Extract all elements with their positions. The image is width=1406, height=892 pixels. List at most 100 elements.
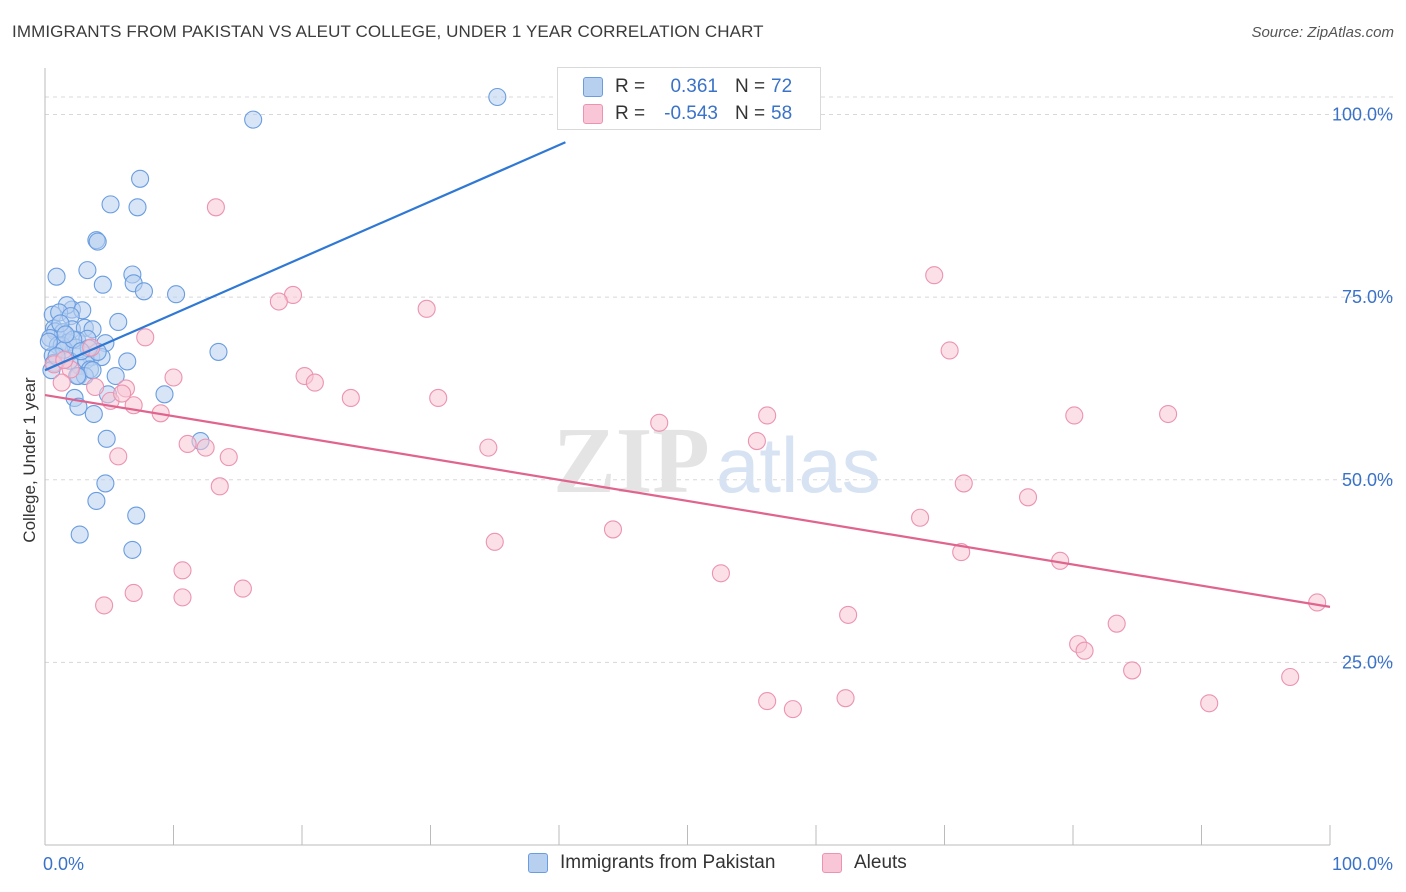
data-point[interactable] xyxy=(940,341,959,360)
data-point[interactable] xyxy=(131,169,150,188)
data-point[interactable] xyxy=(233,579,252,598)
legend-label-pakistan: Immigrants from Pakistan xyxy=(560,852,776,873)
data-point[interactable] xyxy=(429,388,448,407)
trend-line-pakistan xyxy=(44,141,566,372)
data-point[interactable] xyxy=(836,689,855,708)
y-tick-label: 25.0% xyxy=(1342,652,1393,672)
chart-source: Source: ZipAtlas.com xyxy=(1251,24,1394,41)
watermark-atlas: atlas xyxy=(716,421,881,509)
legend-n-value: 58 xyxy=(771,103,793,124)
data-point[interactable] xyxy=(127,506,146,525)
data-point[interactable] xyxy=(87,491,106,510)
data-point[interactable] xyxy=(95,596,114,615)
data-point[interactable] xyxy=(1281,667,1300,687)
legend-item-aleuts[interactable]: Aleuts xyxy=(822,852,907,874)
watermark: ZIP atlas xyxy=(553,409,881,513)
data-point[interactable] xyxy=(167,285,186,304)
data-point[interactable] xyxy=(783,700,802,719)
data-point[interactable] xyxy=(603,520,623,539)
legend-r-label: R = xyxy=(615,76,646,97)
data-point[interactable] xyxy=(1018,488,1038,507)
data-point[interactable] xyxy=(88,232,107,251)
data-point[interactable] xyxy=(39,332,58,351)
data-point[interactable] xyxy=(69,397,88,416)
legend-swatch-pink xyxy=(822,853,842,873)
data-point[interactable] xyxy=(196,438,215,457)
data-point[interactable] xyxy=(1107,614,1126,633)
data-point[interactable] xyxy=(83,361,102,380)
data-point[interactable] xyxy=(1075,641,1094,660)
data-point[interactable] xyxy=(1308,593,1327,612)
data-point[interactable] xyxy=(101,195,120,214)
legend-r-label: R = xyxy=(615,103,646,124)
series-legend: Immigrants from Pakistan Aleuts xyxy=(0,852,1406,878)
data-point[interactable] xyxy=(173,588,192,607)
trend-lines xyxy=(44,141,1331,608)
data-point[interactable] xyxy=(173,561,192,580)
data-point[interactable] xyxy=(97,429,116,448)
data-point[interactable] xyxy=(925,266,944,285)
legend-swatch-pink xyxy=(583,104,603,124)
data-point[interactable] xyxy=(839,605,858,624)
y-axis-label: College, Under 1 year xyxy=(20,377,39,543)
data-point[interactable] xyxy=(305,373,324,392)
data-point[interactable] xyxy=(206,198,225,217)
data-point[interactable] xyxy=(417,299,436,318)
data-point[interactable] xyxy=(711,564,730,583)
data-point[interactable] xyxy=(650,413,669,432)
data-point[interactable] xyxy=(758,692,777,711)
data-point[interactable] xyxy=(1123,661,1142,680)
y-tick-label: 50.0% xyxy=(1342,470,1393,490)
legend-n-value: 72 xyxy=(771,76,793,97)
data-point[interactable] xyxy=(109,447,128,466)
x-tick-label: 100.0% xyxy=(1332,854,1393,874)
data-point[interactable] xyxy=(123,540,142,559)
data-point[interactable] xyxy=(52,373,71,392)
data-point[interactable] xyxy=(109,312,128,332)
data-point[interactable] xyxy=(118,352,137,371)
data-point[interactable] xyxy=(178,434,197,454)
data-point[interactable] xyxy=(1065,406,1084,425)
data-point[interactable] xyxy=(244,110,263,129)
data-point[interactable] xyxy=(209,342,228,361)
data-point[interactable] xyxy=(269,292,288,311)
data-point[interactable] xyxy=(106,366,125,386)
data-point[interactable] xyxy=(84,404,103,424)
legend-r-value: -0.543 xyxy=(664,103,718,124)
data-point[interactable] xyxy=(86,377,105,397)
legend-n-label: N = xyxy=(735,76,766,97)
data-point[interactable] xyxy=(56,325,75,344)
legend-swatch-blue xyxy=(528,853,548,873)
data-point[interactable] xyxy=(954,474,973,493)
data-point[interactable] xyxy=(128,198,147,217)
correlation-legend: R = 0.361 N = 72 R = -0.543 N = 58 xyxy=(557,67,821,130)
data-point[interactable] xyxy=(341,388,360,407)
data-point[interactable] xyxy=(485,532,504,551)
data-point[interactable] xyxy=(124,583,143,603)
data-point[interactable] xyxy=(113,384,132,403)
axes xyxy=(44,68,1331,846)
data-point[interactable] xyxy=(758,406,777,425)
data-point[interactable] xyxy=(96,474,115,493)
data-point[interactable] xyxy=(47,267,66,286)
data-point[interactable] xyxy=(911,508,930,527)
legend-swatch-blue xyxy=(583,77,603,97)
x-tick-label: 0.0% xyxy=(43,854,84,874)
data-point[interactable] xyxy=(164,368,183,387)
data-point[interactable] xyxy=(219,448,238,467)
data-point[interactable] xyxy=(70,525,89,544)
legend-item-pakistan[interactable]: Immigrants from Pakistan xyxy=(528,852,775,874)
legend-n-label: N = xyxy=(735,103,766,124)
y-tick-label: 75.0% xyxy=(1342,287,1393,307)
data-point[interactable] xyxy=(155,385,174,404)
data-point[interactable] xyxy=(134,282,153,301)
data-point[interactable] xyxy=(1159,404,1178,424)
data-point[interactable] xyxy=(479,438,498,457)
data-point[interactable] xyxy=(93,275,112,294)
data-point[interactable] xyxy=(136,328,155,347)
data-point[interactable] xyxy=(1200,694,1219,713)
data-point[interactable] xyxy=(747,431,766,451)
data-point[interactable] xyxy=(78,261,97,280)
data-point[interactable] xyxy=(210,477,229,496)
data-point[interactable] xyxy=(488,87,507,107)
